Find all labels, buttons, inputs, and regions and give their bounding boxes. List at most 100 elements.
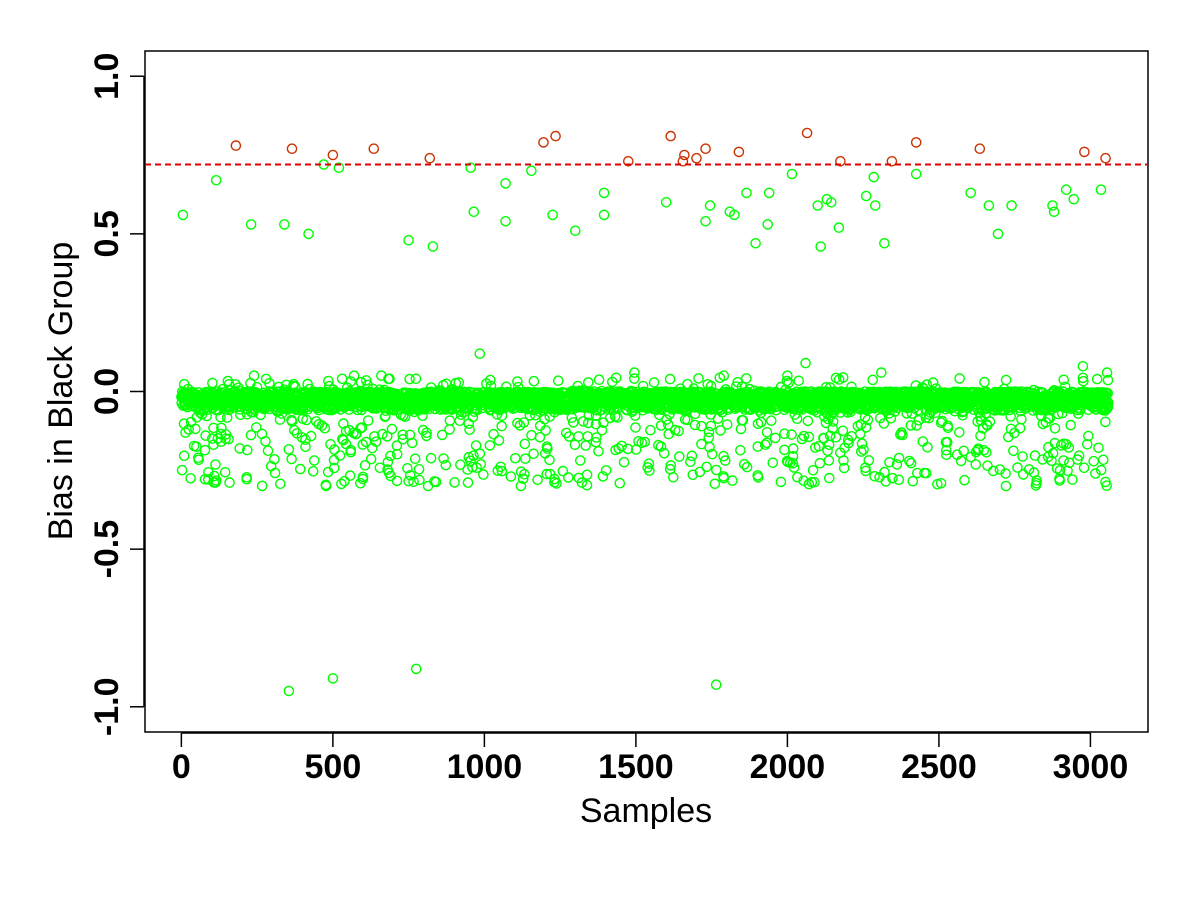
- data-point: [1077, 360, 1089, 372]
- data-point: [568, 417, 579, 428]
- data-point: [837, 372, 849, 383]
- data-point: [830, 431, 842, 443]
- data-point: [283, 444, 295, 455]
- data-point: [366, 442, 378, 454]
- data-point: [930, 407, 941, 419]
- data-point: [868, 171, 880, 183]
- data-point: [444, 424, 455, 435]
- x-tick-label: 2500: [901, 748, 977, 786]
- data-point: [569, 439, 581, 451]
- data-point: [241, 444, 253, 456]
- data-point: [1090, 468, 1101, 479]
- data-point: [710, 679, 722, 691]
- data-point: [421, 427, 432, 439]
- data-point: [942, 422, 954, 434]
- data-point: [665, 460, 677, 471]
- outlier-point: [665, 130, 677, 142]
- data-point: [563, 472, 574, 483]
- data-point: [345, 446, 357, 458]
- data-point: [858, 444, 869, 456]
- data-point: [752, 470, 764, 481]
- data-point: [970, 459, 982, 470]
- data-point: [1073, 450, 1085, 462]
- data-point: [951, 449, 963, 461]
- data-point: [391, 448, 403, 460]
- data-point: [355, 376, 367, 388]
- data-point: [1008, 445, 1019, 457]
- data-point: [378, 384, 390, 396]
- data-point: [365, 453, 377, 465]
- data-point: [449, 477, 460, 488]
- data-point: [879, 237, 890, 249]
- data-point: [709, 478, 721, 490]
- data-point: [468, 206, 480, 218]
- data-point: [495, 461, 507, 473]
- data-point: [1101, 403, 1113, 415]
- data-point: [241, 473, 252, 485]
- data-point: [975, 430, 986, 442]
- data-point: [303, 228, 314, 240]
- data-point: [583, 410, 595, 421]
- outlier-point: [691, 152, 702, 164]
- data-point: [803, 478, 815, 490]
- data-point: [694, 466, 706, 478]
- data-point: [876, 367, 887, 378]
- data-point: [177, 209, 189, 221]
- data-point: [297, 405, 309, 416]
- data-point: [693, 373, 704, 384]
- data-point: [496, 420, 508, 432]
- data-point: [474, 348, 486, 360]
- data-point: [410, 373, 422, 385]
- data-point: [1049, 384, 1060, 396]
- data-point: [210, 174, 222, 186]
- data-point: [940, 436, 952, 448]
- data-point: [1067, 474, 1078, 485]
- data-point: [622, 443, 634, 455]
- data-point: [779, 428, 790, 440]
- data-point: [1093, 442, 1104, 454]
- outlier-point: [974, 143, 986, 154]
- data-point: [941, 444, 952, 456]
- data-point: [629, 367, 640, 378]
- data-point: [1101, 367, 1113, 378]
- data-point: [763, 187, 775, 199]
- data-point: [549, 473, 560, 485]
- data-point: [655, 420, 667, 431]
- data-point: [1056, 407, 1068, 419]
- data-point: [202, 474, 214, 485]
- data-point: [1082, 438, 1093, 450]
- data-point: [1027, 405, 1039, 416]
- data-point: [269, 453, 280, 465]
- data-point: [566, 412, 578, 424]
- data-point: [339, 475, 350, 487]
- data-point: [732, 376, 744, 388]
- data-point: [846, 381, 857, 393]
- data-point: [802, 415, 814, 427]
- data-point: [224, 477, 235, 488]
- data-point: [997, 405, 1009, 416]
- data-point: [701, 461, 712, 473]
- data-point: [440, 459, 452, 471]
- y-tick-label: 0.0: [88, 368, 126, 415]
- data-point: [425, 452, 437, 464]
- data-point: [912, 404, 924, 416]
- data-point: [596, 424, 608, 436]
- data-point: [965, 451, 977, 463]
- data-point: [862, 414, 874, 426]
- data-point: [250, 422, 262, 433]
- data-point: [580, 440, 592, 451]
- data-point: [705, 409, 717, 420]
- data-point: [793, 375, 805, 387]
- data-point: [402, 462, 413, 474]
- data-point: [570, 225, 581, 236]
- data-point: [220, 433, 231, 445]
- data-point: [610, 444, 621, 456]
- data-point: [598, 209, 610, 221]
- data-point: [910, 168, 922, 180]
- data-point: [917, 436, 929, 447]
- data-point: [344, 424, 355, 436]
- data-point: [614, 477, 626, 489]
- data-point: [1048, 206, 1060, 218]
- data-point: [779, 444, 790, 456]
- data-point: [823, 413, 834, 425]
